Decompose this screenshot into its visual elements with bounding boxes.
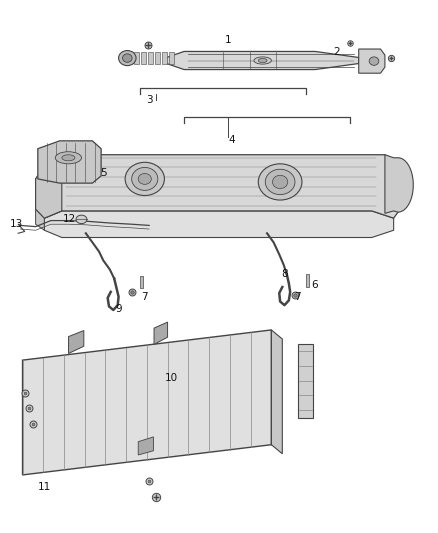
Text: 10: 10 (164, 373, 177, 383)
Polygon shape (297, 344, 313, 417)
Ellipse shape (258, 59, 267, 62)
Polygon shape (140, 276, 143, 288)
Ellipse shape (119, 51, 136, 66)
Polygon shape (22, 330, 272, 475)
Polygon shape (306, 274, 309, 287)
Polygon shape (154, 322, 168, 344)
Text: 2: 2 (334, 47, 340, 57)
Polygon shape (385, 155, 413, 213)
Text: 6: 6 (312, 280, 318, 289)
Text: 13: 13 (9, 219, 23, 229)
Text: 3: 3 (146, 95, 152, 106)
Polygon shape (148, 52, 153, 64)
Polygon shape (35, 155, 62, 218)
Polygon shape (138, 437, 153, 455)
Polygon shape (35, 209, 44, 230)
Text: 8: 8 (281, 269, 288, 279)
Text: 1: 1 (224, 35, 231, 45)
Text: 5: 5 (100, 168, 106, 178)
Polygon shape (141, 52, 146, 64)
Text: 12: 12 (63, 214, 76, 224)
Polygon shape (38, 141, 101, 183)
Polygon shape (155, 52, 160, 64)
Polygon shape (169, 52, 174, 64)
Ellipse shape (369, 57, 379, 66)
Polygon shape (68, 330, 84, 353)
Polygon shape (44, 211, 394, 238)
Ellipse shape (123, 54, 132, 62)
Ellipse shape (258, 164, 302, 200)
Ellipse shape (55, 152, 81, 164)
Polygon shape (134, 52, 139, 64)
Polygon shape (35, 155, 403, 218)
Text: 9: 9 (115, 304, 122, 314)
Ellipse shape (254, 57, 272, 64)
Ellipse shape (265, 169, 295, 195)
Ellipse shape (76, 215, 87, 224)
Ellipse shape (125, 162, 164, 196)
Polygon shape (166, 52, 359, 70)
Text: 4: 4 (229, 135, 235, 144)
Ellipse shape (62, 155, 75, 161)
Polygon shape (272, 330, 283, 454)
Ellipse shape (272, 175, 288, 189)
Ellipse shape (138, 173, 151, 184)
Polygon shape (162, 52, 167, 64)
Ellipse shape (132, 167, 158, 190)
Text: 7: 7 (294, 292, 301, 302)
Text: 7: 7 (141, 292, 148, 302)
Text: 11: 11 (38, 482, 51, 492)
Polygon shape (359, 49, 385, 73)
